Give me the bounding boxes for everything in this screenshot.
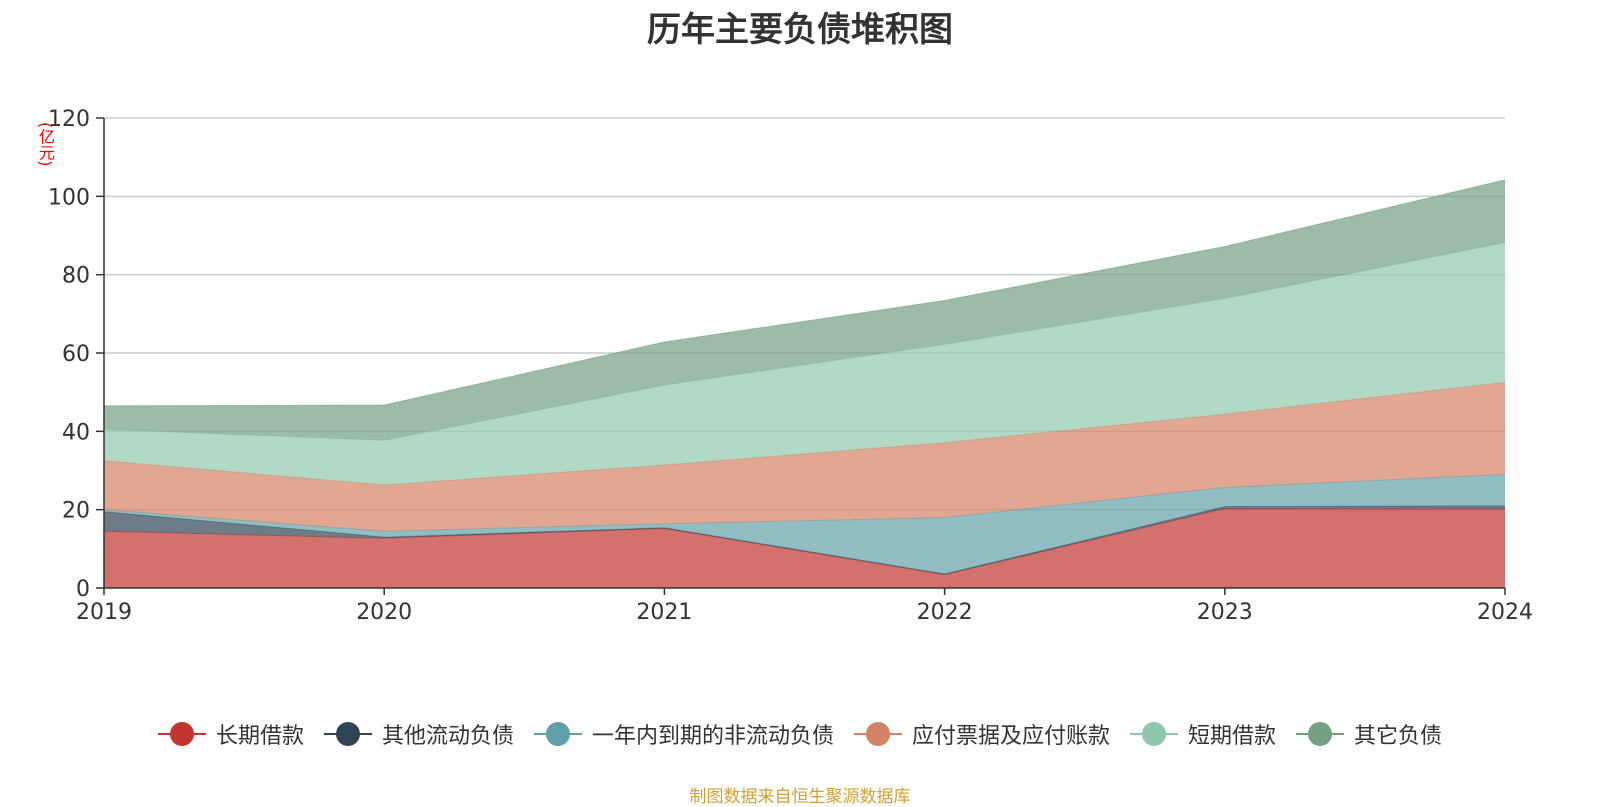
area-series: [104, 242, 1505, 485]
legend-item[interactable]: 短期借款: [1130, 718, 1276, 750]
y-tick-label: 0: [76, 577, 90, 602]
data-source-note: 制图数据来自恒生聚源数据库: [689, 787, 911, 807]
legend-marker-dot: [169, 722, 194, 746]
area-series: [104, 474, 1505, 574]
y-tick-label: 100: [48, 185, 90, 210]
legend-marker-dot: [545, 722, 570, 746]
legend-marker-dot: [866, 722, 890, 746]
legend-marker: [323, 722, 372, 746]
y-tick-label: 60: [62, 342, 90, 367]
legend-label: 短期借款: [1188, 724, 1277, 749]
legend-marker: [1296, 722, 1345, 746]
stacked-area-chart: 0 20 40 60 80 100 120 2019 2020 2021 2022 2023 2024: [48, 107, 1533, 625]
y-tick-label: 20: [62, 499, 90, 524]
x-tick-label: 2024: [1477, 600, 1533, 625]
y-tick-label: 120: [48, 107, 90, 132]
legend-marker-dot: [1142, 722, 1167, 746]
y-tick-label: 40: [62, 420, 90, 445]
legend-label: 其它负债: [1354, 724, 1443, 749]
legend-item[interactable]: 应付票据及应付账款: [854, 718, 1110, 750]
x-tick-label: 2021: [636, 600, 692, 625]
legend-item[interactable]: 长期借款: [157, 718, 304, 750]
legend-marker: [533, 722, 582, 746]
y-tick-label: 80: [62, 264, 90, 289]
area-series: [104, 179, 1505, 441]
area-series: [104, 382, 1505, 532]
legend-label: 应付票据及应付账款: [912, 724, 1111, 749]
chart-title: 历年主要负债堆积图: [647, 10, 953, 50]
x-tick-label: 2023: [1197, 600, 1253, 625]
legend-marker: [854, 722, 902, 746]
y-axis-unit-label: (亿元): [36, 122, 55, 167]
legend-label: 长期借款: [215, 724, 304, 749]
x-tick-label: 2020: [356, 600, 412, 625]
legend-label: 一年内到期的非流动负债: [591, 724, 834, 749]
area-series: [104, 508, 1505, 588]
legend-label: 其他流动负债: [381, 724, 514, 749]
legend-item[interactable]: 其它负债: [1296, 718, 1442, 750]
area-series-line: [103, 179, 1506, 407]
legend-marker-dot: [335, 722, 360, 746]
legend-marker: [157, 722, 206, 746]
legend-marker-dot: [1308, 722, 1333, 746]
legend-item[interactable]: 其他流动负债: [323, 718, 514, 750]
legend-item[interactable]: 一年内到期的非流动负债: [533, 718, 834, 750]
legend-marker: [1130, 722, 1179, 746]
x-tick-label: 2019: [76, 600, 132, 625]
chart-legend: 长期借款 其他流动负债 一年内到期的非流动负债 应付票据及应付账款 短期借款 其它负债: [0, 718, 1600, 750]
x-tick-label: 2022: [917, 600, 973, 625]
